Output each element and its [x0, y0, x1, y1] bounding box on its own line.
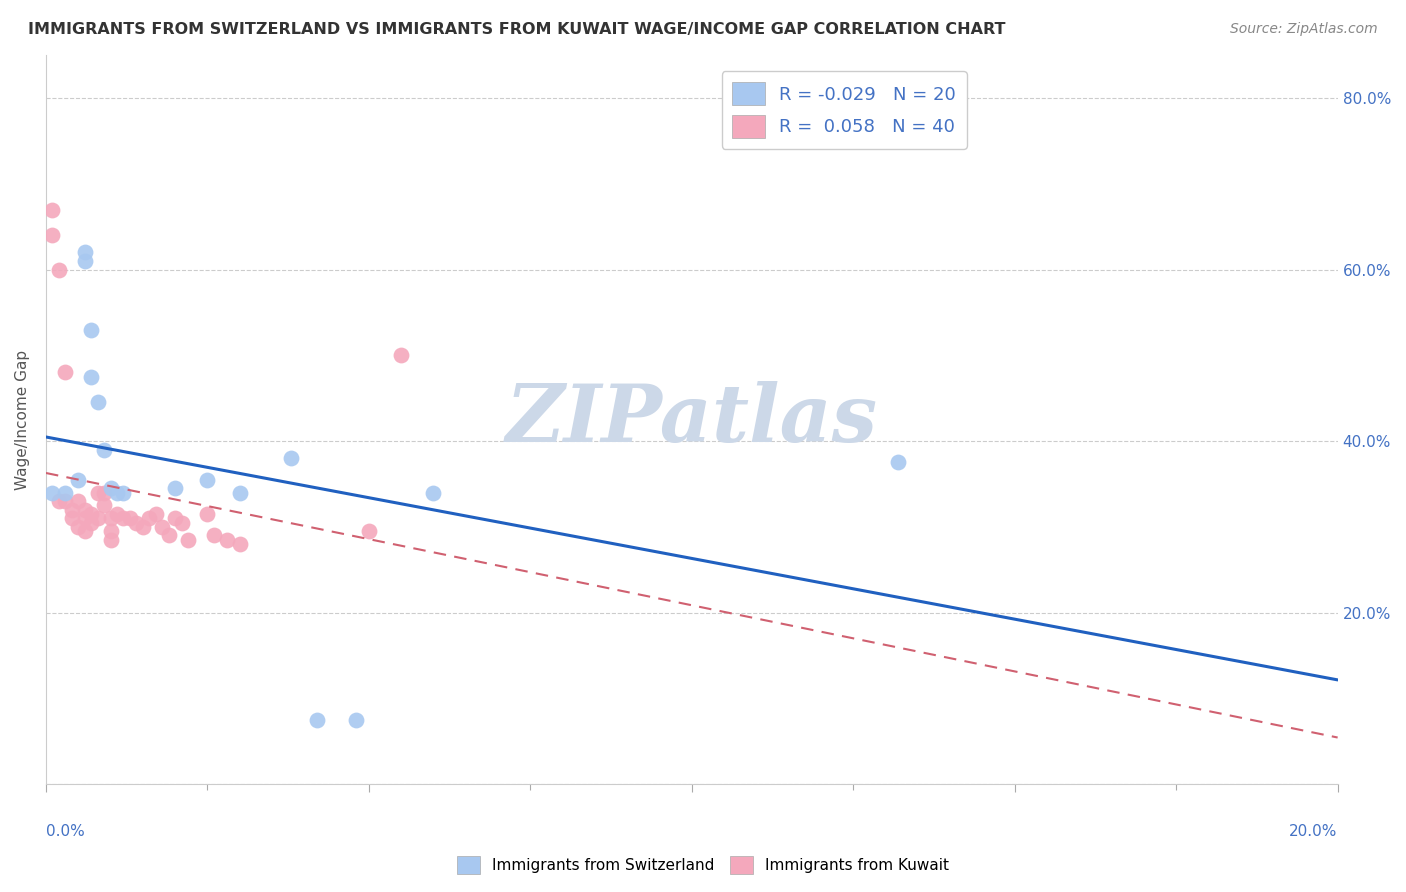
Point	[86, 511, 108, 525]
Point	[165, 511, 187, 525]
Point	[105, 485, 128, 500]
Text: ZIPatlas: ZIPatlas	[506, 381, 877, 458]
Point	[145, 507, 167, 521]
Point	[228, 537, 250, 551]
Point	[100, 481, 122, 495]
Point	[202, 528, 225, 542]
Point	[80, 322, 103, 336]
Point	[86, 485, 108, 500]
Point	[357, 524, 380, 538]
Point	[73, 502, 96, 516]
Point	[100, 533, 122, 547]
Point	[67, 520, 90, 534]
Text: 0.0%: 0.0%	[46, 824, 84, 839]
Point	[67, 473, 90, 487]
Point	[197, 473, 219, 487]
Point	[280, 451, 302, 466]
Point	[228, 485, 250, 500]
Point	[100, 524, 122, 538]
Text: 20.0%: 20.0%	[1289, 824, 1337, 839]
Point	[53, 485, 76, 500]
Point	[53, 366, 76, 380]
Point	[112, 511, 135, 525]
Point	[48, 262, 70, 277]
Point	[73, 524, 96, 538]
Point	[197, 507, 219, 521]
Point	[41, 228, 63, 243]
Point	[80, 369, 103, 384]
Point	[177, 533, 200, 547]
Text: IMMIGRANTS FROM SWITZERLAND VS IMMIGRANTS FROM KUWAIT WAGE/INCOME GAP CORRELATIO: IMMIGRANTS FROM SWITZERLAND VS IMMIGRANT…	[28, 22, 1005, 37]
Point	[100, 511, 122, 525]
Point	[215, 533, 238, 547]
Point	[389, 348, 412, 362]
Point	[125, 516, 148, 530]
Point	[150, 520, 173, 534]
Point	[93, 485, 115, 500]
Point	[60, 511, 83, 525]
Point	[41, 485, 63, 500]
Point	[73, 245, 96, 260]
Point	[344, 713, 367, 727]
Point	[138, 511, 160, 525]
Point	[73, 511, 96, 525]
Point	[165, 481, 187, 495]
Point	[86, 395, 108, 409]
Point	[80, 507, 103, 521]
Point	[53, 494, 76, 508]
Point	[105, 507, 128, 521]
Point	[80, 516, 103, 530]
Y-axis label: Wage/Income Gap: Wage/Income Gap	[15, 350, 30, 490]
Point	[112, 485, 135, 500]
Point	[60, 502, 83, 516]
Point	[307, 713, 329, 727]
Point	[48, 494, 70, 508]
Point	[157, 528, 180, 542]
Point	[93, 442, 115, 457]
Legend: Immigrants from Switzerland, Immigrants from Kuwait: Immigrants from Switzerland, Immigrants …	[451, 850, 955, 880]
Point	[118, 511, 141, 525]
Point	[73, 254, 96, 268]
Legend: R = -0.029   N = 20, R =  0.058   N = 40: R = -0.029 N = 20, R = 0.058 N = 40	[721, 71, 967, 149]
Point	[170, 516, 193, 530]
Point	[887, 455, 910, 469]
Point	[67, 494, 90, 508]
Point	[422, 485, 444, 500]
Point	[93, 499, 115, 513]
Point	[41, 202, 63, 217]
Point	[132, 520, 155, 534]
Text: Source: ZipAtlas.com: Source: ZipAtlas.com	[1230, 22, 1378, 37]
